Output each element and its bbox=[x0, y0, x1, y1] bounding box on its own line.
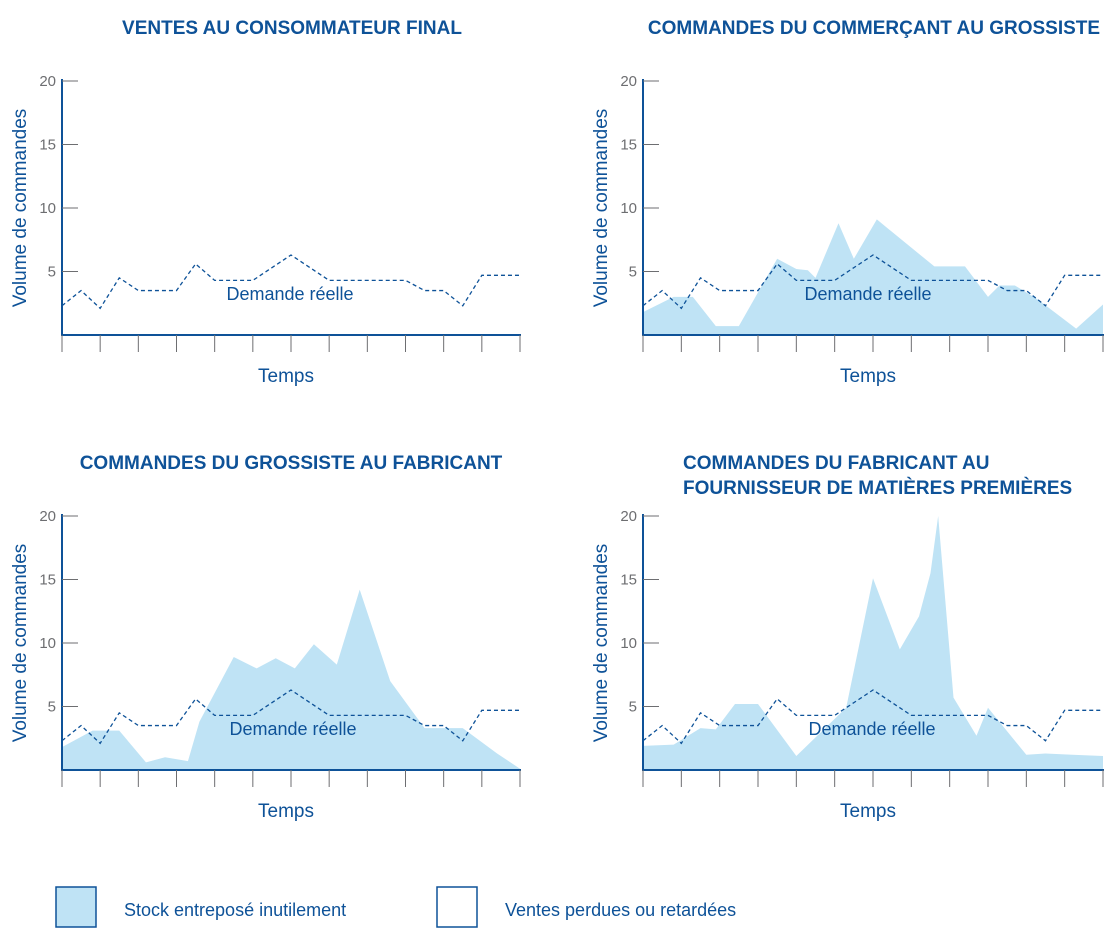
x-axis-label: Temps bbox=[840, 801, 896, 822]
y-tick-label: 20 bbox=[39, 73, 56, 90]
y-tick-label: 5 bbox=[629, 699, 637, 716]
y-tick-label: 5 bbox=[48, 264, 56, 281]
y-tick-label: 10 bbox=[620, 635, 637, 652]
y-tick-label: 20 bbox=[39, 508, 56, 525]
y-tick-label: 5 bbox=[629, 264, 637, 281]
legend-swatch-filled bbox=[55, 886, 97, 928]
orders-area bbox=[643, 219, 1103, 335]
demand-label: Demande réelle bbox=[808, 719, 935, 739]
y-tick-label: 15 bbox=[39, 572, 56, 589]
chart-title: FOURNISSEUR DE MATIÈRES PREMIÈRES bbox=[683, 477, 1072, 499]
chart-title: COMMANDES DU GROSSISTE AU FABRICANT bbox=[80, 453, 503, 474]
y-tick-label: 15 bbox=[39, 137, 56, 154]
legend-label-lost-sales: Ventes perdues ou retardées bbox=[505, 900, 736, 920]
y-tick-label: 20 bbox=[620, 508, 637, 525]
orders-area bbox=[62, 589, 520, 770]
demand-label: Demande réelle bbox=[226, 284, 353, 304]
chart-panel: COMMANDES DU FABRICANT AU FOURNISSEUR DE … bbox=[591, 453, 1104, 822]
y-tick-label: 10 bbox=[39, 200, 56, 217]
chart-panel: VENTES AU CONSOMMATEUR FINAL 5 10 15 20 Volum… bbox=[10, 18, 521, 387]
legend: Stock entreposé inutilement Ventes perdu… bbox=[55, 886, 736, 928]
demand-label: Demande réelle bbox=[804, 284, 931, 304]
demand-line bbox=[61, 689, 520, 745]
legend-label-stock: Stock entreposé inutilement bbox=[124, 900, 346, 920]
x-axis-label: Temps bbox=[258, 801, 314, 822]
demand-label: Demande réelle bbox=[229, 719, 356, 739]
y-tick-label: 20 bbox=[620, 73, 637, 90]
y-axis-label: Volume de commandes bbox=[10, 544, 31, 743]
y-tick-label: 15 bbox=[620, 137, 637, 154]
demand-line bbox=[642, 689, 1103, 745]
demand-line bbox=[61, 254, 520, 310]
y-axis-label: Volume de commandes bbox=[591, 544, 612, 743]
chart-panel: COMMANDES DU COMMERÇANT AU GROSSISTE 5 10 1… bbox=[591, 18, 1104, 387]
chart-title: COMMANDES DU FABRICANT AU bbox=[683, 453, 989, 474]
y-tick-label: 5 bbox=[48, 699, 56, 716]
y-axis-label: Volume de commandes bbox=[591, 109, 612, 308]
chart-title: COMMANDES DU COMMERÇANT AU GROSSISTE bbox=[648, 18, 1100, 39]
y-axis-label: Volume de commandes bbox=[10, 109, 31, 308]
demand-line bbox=[642, 254, 1103, 310]
x-axis-label: Temps bbox=[840, 366, 896, 387]
orders-area bbox=[643, 516, 1103, 770]
chart-title: VENTES AU CONSOMMATEUR FINAL bbox=[122, 18, 462, 39]
chart-panel: COMMANDES DU GROSSISTE AU FABRICANT 5 10 15… bbox=[10, 453, 521, 822]
y-tick-label: 15 bbox=[620, 572, 637, 589]
legend-swatch-empty bbox=[436, 886, 478, 928]
x-axis-label: Temps bbox=[258, 366, 314, 387]
y-tick-label: 10 bbox=[620, 200, 637, 217]
y-tick-label: 10 bbox=[39, 635, 56, 652]
